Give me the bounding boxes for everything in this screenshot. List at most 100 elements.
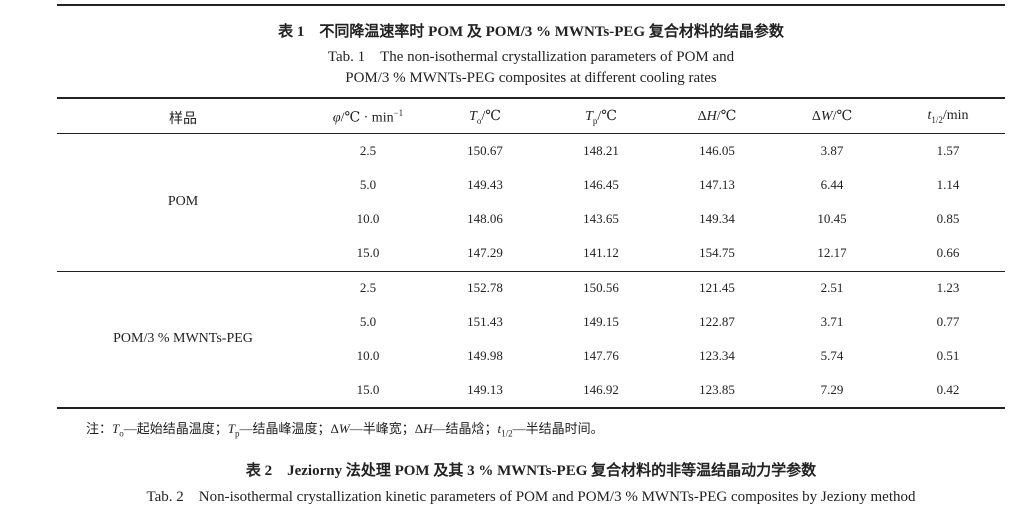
cell: 0.66 xyxy=(936,245,960,260)
text-part: 1/2 xyxy=(501,428,513,439)
header-bottom-rule xyxy=(57,133,1005,134)
cell: 148.21 xyxy=(583,143,619,158)
text-part: 1/2 xyxy=(931,114,943,125)
cell: 2.51 xyxy=(820,280,844,295)
cell: 154.75 xyxy=(699,245,735,260)
cell: 0.42 xyxy=(936,382,960,397)
top-rule xyxy=(57,4,1005,6)
text-part: —起始结晶温度； xyxy=(123,421,228,436)
cell: 10.0 xyxy=(356,348,380,363)
cell: 0.85 xyxy=(936,211,960,226)
cell: 10.45 xyxy=(817,211,847,226)
table-note: 注：To—起始结晶温度；Tp—结晶峰温度；ΔW—半峰宽；ΔH—结晶焓；t1/2—… xyxy=(86,418,604,439)
cell: 1.14 xyxy=(936,177,960,192)
cell: 149.34 xyxy=(699,211,735,226)
cell: 122.87 xyxy=(699,314,735,329)
column-header: 样品 xyxy=(169,108,197,128)
text-part: p xyxy=(592,115,598,126)
table-title-en: Tab. 2 Non-isothermal crystallization ki… xyxy=(146,489,916,505)
cell: 10.0 xyxy=(356,211,380,226)
text-part: —结晶峰温度；Δ xyxy=(239,421,339,436)
text-part: /℃ xyxy=(597,109,617,124)
text-part: p xyxy=(235,428,240,439)
cell: 123.34 xyxy=(699,348,735,363)
cell: 6.44 xyxy=(820,177,844,192)
cell: 7.29 xyxy=(820,382,844,397)
cell: 5.0 xyxy=(359,177,377,192)
cell: 143.65 xyxy=(583,211,619,226)
cell: 12.17 xyxy=(817,245,847,260)
text-part: /min xyxy=(942,108,969,123)
cell: 3.87 xyxy=(820,143,844,158)
cell: 121.45 xyxy=(699,280,735,295)
text-part: W xyxy=(820,109,833,124)
text-part: W xyxy=(338,421,350,436)
text-part: T xyxy=(112,421,120,436)
cell: 0.77 xyxy=(936,314,960,329)
text-part: —半结晶时间。 xyxy=(512,421,604,436)
group-rule xyxy=(57,271,1005,272)
cell: 149.98 xyxy=(467,348,503,363)
cell: 1.23 xyxy=(936,280,960,295)
text-part: /℃ · min xyxy=(340,110,394,126)
cell: 2.5 xyxy=(359,143,377,158)
text-part: —结晶焓； xyxy=(432,421,498,436)
cell: 148.06 xyxy=(467,211,503,226)
text-part: /℃ xyxy=(716,109,737,124)
column-header: To/℃ xyxy=(469,108,501,126)
cell: 147.29 xyxy=(467,245,503,260)
cell: 147.76 xyxy=(583,348,619,363)
text-part: o xyxy=(119,428,124,439)
text-part: /℃ xyxy=(481,109,501,124)
cell: 146.45 xyxy=(583,177,619,192)
text-part: H xyxy=(423,421,433,436)
cell: 152.78 xyxy=(467,280,503,295)
text-part: T xyxy=(469,109,477,124)
text-part: 注： xyxy=(86,421,113,436)
table-title: 表 1 不同降温速率时 POM 及 POM/3 % MWNTs-PEG 复合材料… xyxy=(278,24,784,40)
text-part: Δ xyxy=(697,109,707,124)
column-header: ΔH/℃ xyxy=(698,108,737,125)
text-part: H xyxy=(706,109,717,124)
cell: 5.0 xyxy=(359,314,377,329)
cell: 1.57 xyxy=(936,143,960,158)
cell: 150.56 xyxy=(583,280,619,295)
column-header: ΔW/℃ xyxy=(812,108,852,125)
text-part: φ xyxy=(332,110,341,126)
cell: 147.13 xyxy=(699,177,735,192)
cell: 123.85 xyxy=(699,382,735,397)
bottom-rule xyxy=(57,407,1005,409)
cell: 2.5 xyxy=(359,280,377,295)
cell: 150.67 xyxy=(467,143,503,158)
cell: 149.43 xyxy=(467,177,503,192)
table-title: 表 2 Jeziorny 法处理 POM 及其 3 % MWNTs-PEG 复合… xyxy=(245,463,817,479)
cell: 149.15 xyxy=(583,314,619,329)
text-part: T xyxy=(227,421,235,436)
cell: 141.12 xyxy=(583,245,619,260)
cell: 3.71 xyxy=(820,314,844,329)
text-part: t xyxy=(497,421,502,436)
cell: 5.74 xyxy=(820,348,844,363)
cell: 149.13 xyxy=(467,382,503,397)
column-header: Tp/℃ xyxy=(585,108,617,126)
text-part: −1 xyxy=(393,108,404,118)
cell: 151.43 xyxy=(467,314,503,329)
sample-label: POM/3 % MWNTs-PEG xyxy=(113,331,253,346)
cell: 15.0 xyxy=(356,245,380,260)
text-part: 样品 xyxy=(169,112,197,127)
cell: 146.05 xyxy=(699,143,735,158)
text-part: t xyxy=(927,108,932,123)
text-part: /℃ xyxy=(832,109,853,124)
text-part: T xyxy=(585,109,593,124)
sample-label: POM xyxy=(167,194,199,209)
table-title-en: Tab. 1 The non-isothermal crystallizatio… xyxy=(327,49,735,65)
text-part: Δ xyxy=(811,109,821,124)
cell: 146.92 xyxy=(583,382,619,397)
text-part: o xyxy=(476,115,482,126)
column-header: φ/℃ · min−1 xyxy=(333,108,403,127)
cell: 15.0 xyxy=(356,382,380,397)
cell: 0.51 xyxy=(936,348,960,363)
column-header: t1/2/min xyxy=(927,108,968,125)
text-part: —半峰宽；Δ xyxy=(349,421,424,436)
